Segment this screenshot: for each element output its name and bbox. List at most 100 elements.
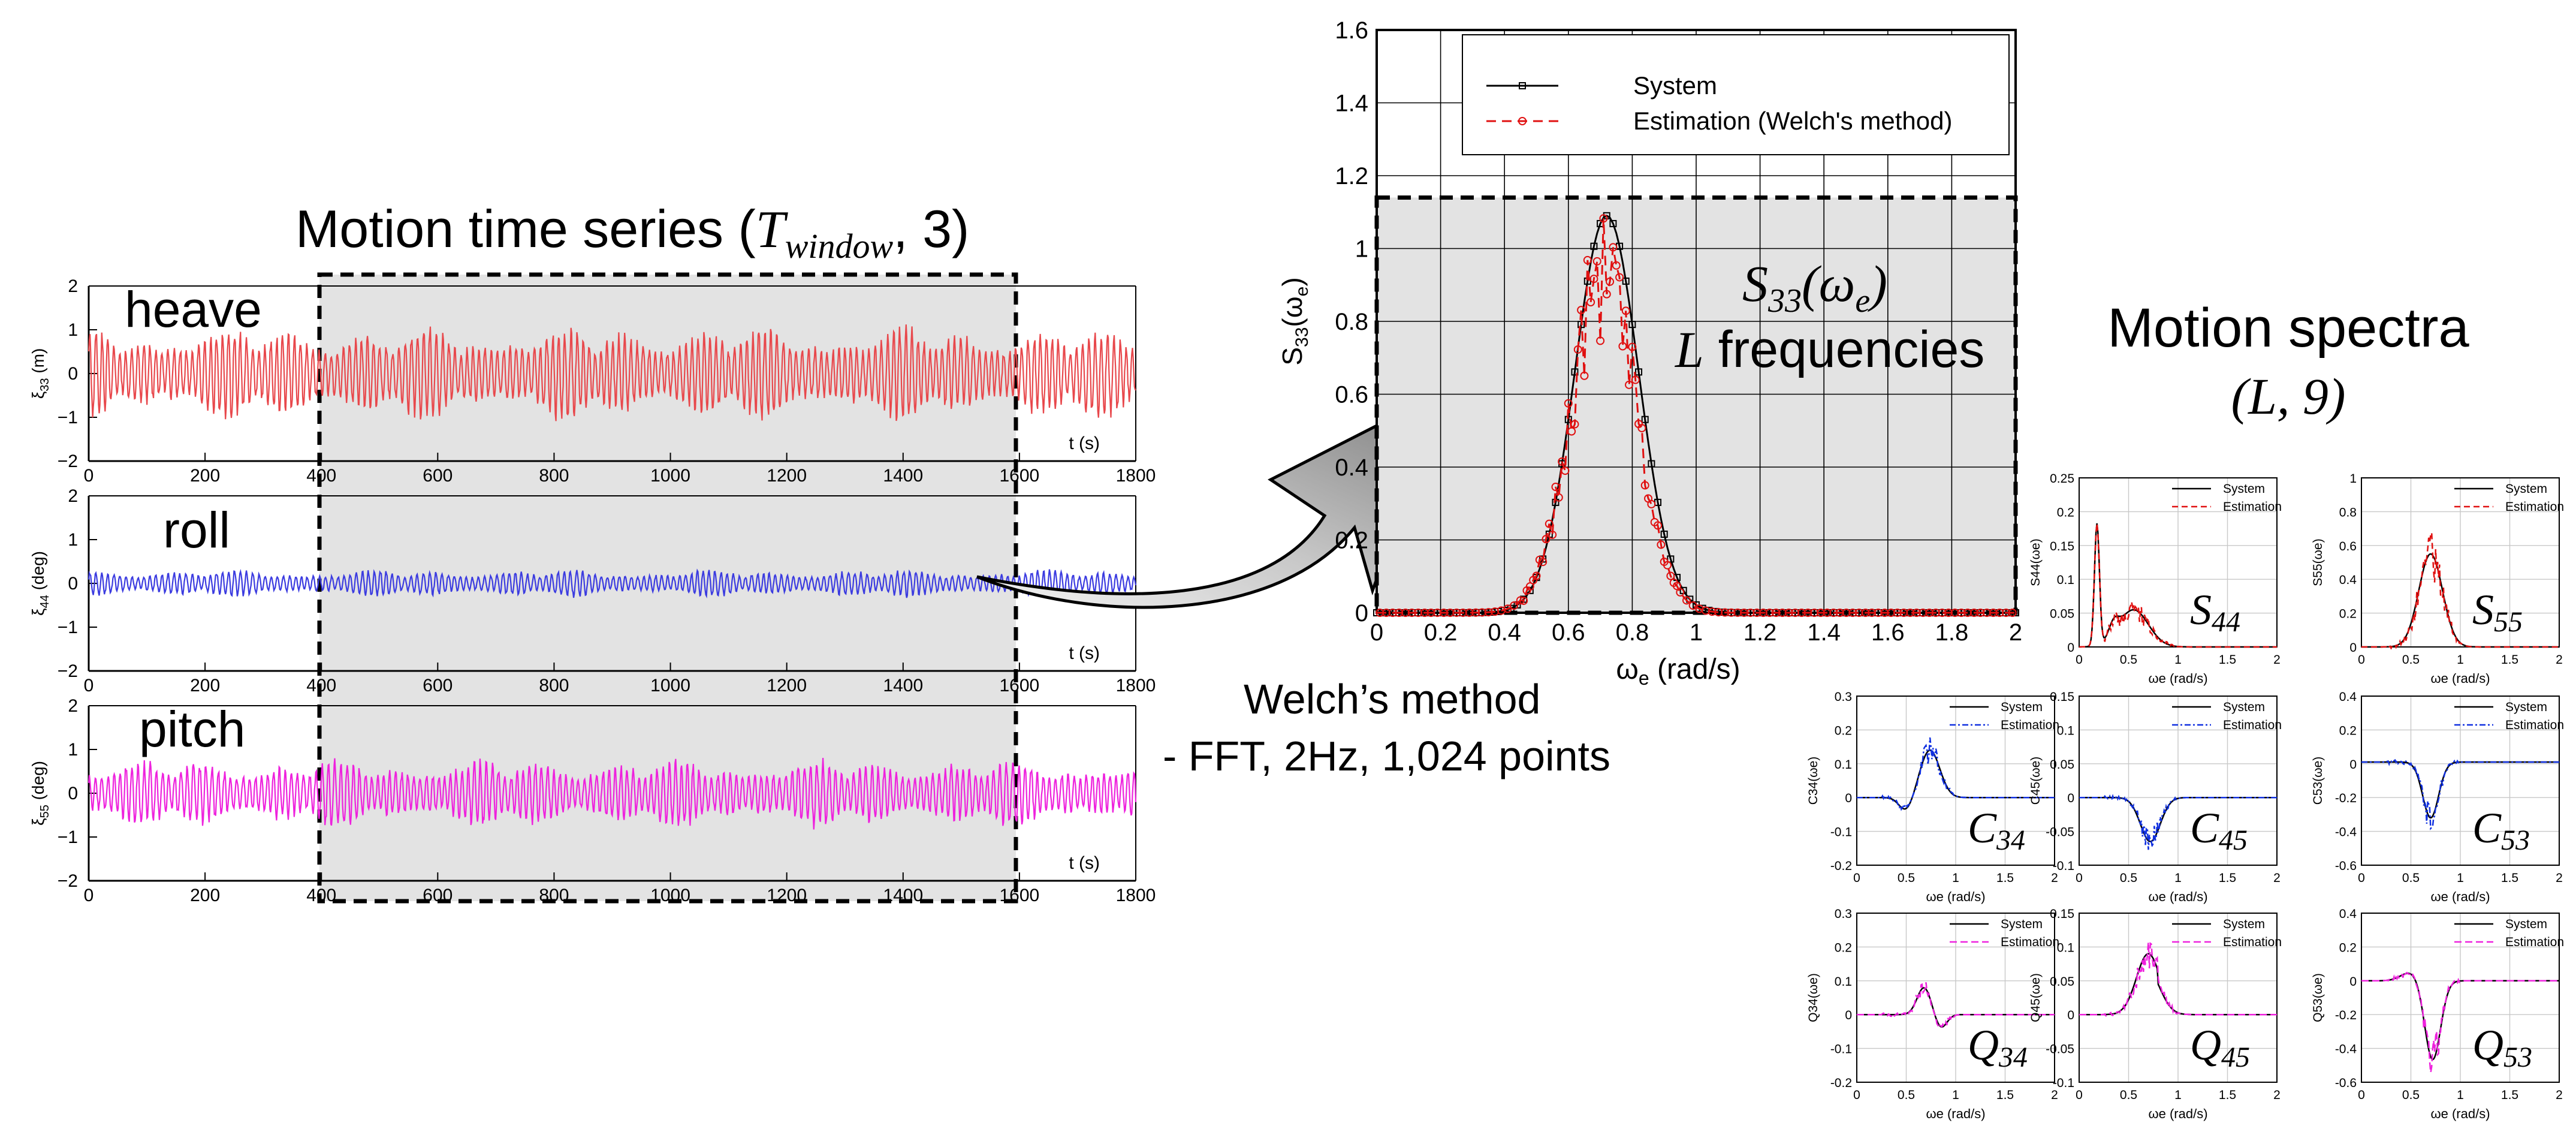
y-tick-label: 2: [68, 276, 78, 296]
x-tick-label: 0.5: [2402, 653, 2420, 667]
legend-system-label: System: [2505, 700, 2547, 714]
estimation-marker: [1631, 375, 1640, 384]
estimation-marker: [1666, 571, 1675, 580]
time-series-title: Motion time series (Twindow, 3): [295, 199, 969, 266]
y-tick-label: 0.2: [1835, 941, 1852, 955]
x-tick-label: 400: [306, 886, 336, 905]
estimation-marker: [1778, 608, 1787, 617]
estimation-marker: [1452, 608, 1461, 617]
estimation-marker: [1596, 336, 1605, 345]
legend-estimation-label: Estimation: [2001, 718, 2059, 732]
estimation-marker: [1577, 306, 1586, 315]
plot-frame: [2079, 913, 2278, 1083]
heave-label: heave: [125, 281, 262, 338]
x-tick-label: 200: [190, 466, 220, 486]
estimation-marker: [1989, 609, 1998, 617]
estimation-line: [2361, 758, 2559, 830]
x-axis-label: ωe (rad/s): [2148, 671, 2207, 686]
plot-frame: [2079, 696, 2278, 866]
estimation-marker: [1931, 609, 1940, 617]
x-tick-label: 1.5: [2219, 653, 2236, 667]
x-tick-label: 0.5: [2402, 871, 2420, 885]
x-tick-label: 0.5: [2402, 1088, 2420, 1102]
legend-estimation-marker: [1518, 117, 1527, 125]
x-tick-label: 1.4: [1807, 619, 1841, 646]
estimation-marker: [1484, 608, 1493, 617]
y-tick-label: −2: [58, 661, 78, 681]
motion-spectra-shape: (L, 9): [2231, 368, 2345, 425]
x-tick-label: 400: [306, 676, 336, 696]
estimation-marker: [1637, 423, 1646, 432]
estimation-marker: [1868, 609, 1877, 617]
x-tick-label: 0.5: [1898, 871, 1915, 885]
estimation-marker: [1446, 608, 1455, 617]
estimation-marker: [1388, 609, 1397, 617]
x-tick-label: 2: [2051, 871, 2058, 885]
y-tick-label: 2: [68, 486, 78, 506]
x-tick-label: 200: [190, 676, 220, 696]
estimation-marker: [1599, 214, 1608, 223]
spectrum-panel-c45: 0.150.10.050-0.05-0.10 0.5 1 1.5 2ωe (rad/s)…: [2029, 690, 2282, 904]
x-tick-label: 0: [84, 466, 94, 486]
x-tick-label: 1200: [767, 676, 807, 696]
y-axis-label: Q45(ωe): [2029, 973, 2043, 1022]
y-tick-label: -0.4: [2335, 826, 2357, 839]
estimation-marker: [1640, 481, 1649, 490]
x-tick-label: 1800: [1116, 886, 1156, 905]
y-tick-label: 0.1: [2057, 941, 2074, 955]
legend-system-marker: [1519, 82, 1526, 89]
x-tick-label: 1.5: [2219, 871, 2236, 885]
x-tick-label: 1600: [1000, 676, 1040, 696]
y-tick-label: 0: [2067, 791, 2074, 805]
estimation-marker: [1532, 571, 1541, 580]
system-marker: [1628, 321, 1636, 329]
y-tick-label: 0: [2067, 1008, 2074, 1022]
estimation-marker: [1797, 609, 1806, 617]
time-series-panel-roll: 2 1 0 −1 −2 0 200 400 600 800 1000 1200 1400 1600 1800…: [29, 486, 1156, 696]
y-tick-label: -0.1: [1830, 1043, 1852, 1056]
x-tick-label: 600: [423, 676, 453, 696]
y-tick-label: 0.2: [1335, 528, 1368, 554]
estimation-marker: [1803, 609, 1812, 617]
x-tick-label: 1600: [1000, 466, 1040, 486]
estimation-marker: [1401, 609, 1410, 617]
estimation-marker: [1861, 609, 1870, 617]
estimation-marker: [1663, 561, 1672, 570]
system-line: [2361, 761, 2559, 819]
plot-frame: [1856, 913, 2055, 1083]
system-marker: [1648, 460, 1655, 468]
y-tick-label: −2: [58, 451, 78, 471]
estimation-marker: [1625, 380, 1634, 389]
estimation-marker: [1733, 608, 1742, 617]
spectrum-panel-q45: 0.150.10.050-0.05-0.10 0.5 1 1.5 2ωe (rad/s)…: [2029, 907, 2282, 1121]
legend-system-label: System: [1633, 71, 1717, 100]
y-tick-label: 0: [1845, 1008, 1852, 1022]
y-tick-label: 0.4: [2339, 573, 2357, 587]
plot-frame: [1856, 696, 2055, 866]
x-tick-label: 0.5: [1898, 1088, 1915, 1102]
y-tick-label: 0.1: [2057, 573, 2074, 587]
plot-frame: [2361, 477, 2560, 648]
spectrum-panel-c53: 0.40.20-0.2-0.4-0.60 0.5 1 1.5 2ωe (rad/s)C5…: [2311, 690, 2564, 904]
y-tick-label: 0.6: [2339, 540, 2357, 553]
panel-label-c45: C45: [2190, 804, 2248, 856]
y-axis-label: ξ55 (deg): [29, 761, 52, 826]
y-tick-label: 1: [68, 530, 78, 550]
estimation-marker: [1567, 427, 1576, 436]
estimation-marker: [1628, 342, 1637, 351]
legend-system-label: System: [2505, 917, 2547, 931]
panel-label-s55: S55: [2472, 586, 2523, 638]
panel-label-s44: S44: [2190, 586, 2240, 638]
x-tick-label: 2: [2273, 1088, 2281, 1102]
estimation-marker: [1647, 499, 1656, 508]
legend-estimation-label: Estimation: [2001, 935, 2059, 949]
y-tick-label: -0.1: [2053, 859, 2074, 873]
estimation-marker: [1376, 609, 1384, 617]
estimation-marker: [1944, 609, 1953, 617]
x-tick-label: 0: [2076, 871, 2083, 885]
estimation-marker: [1654, 521, 1663, 530]
roll-label: roll: [163, 502, 230, 558]
estimation-line: [2361, 970, 2559, 1073]
x-tick-label: 600: [423, 886, 453, 905]
x-axis-label: ωe (rad/s): [1926, 889, 1985, 904]
